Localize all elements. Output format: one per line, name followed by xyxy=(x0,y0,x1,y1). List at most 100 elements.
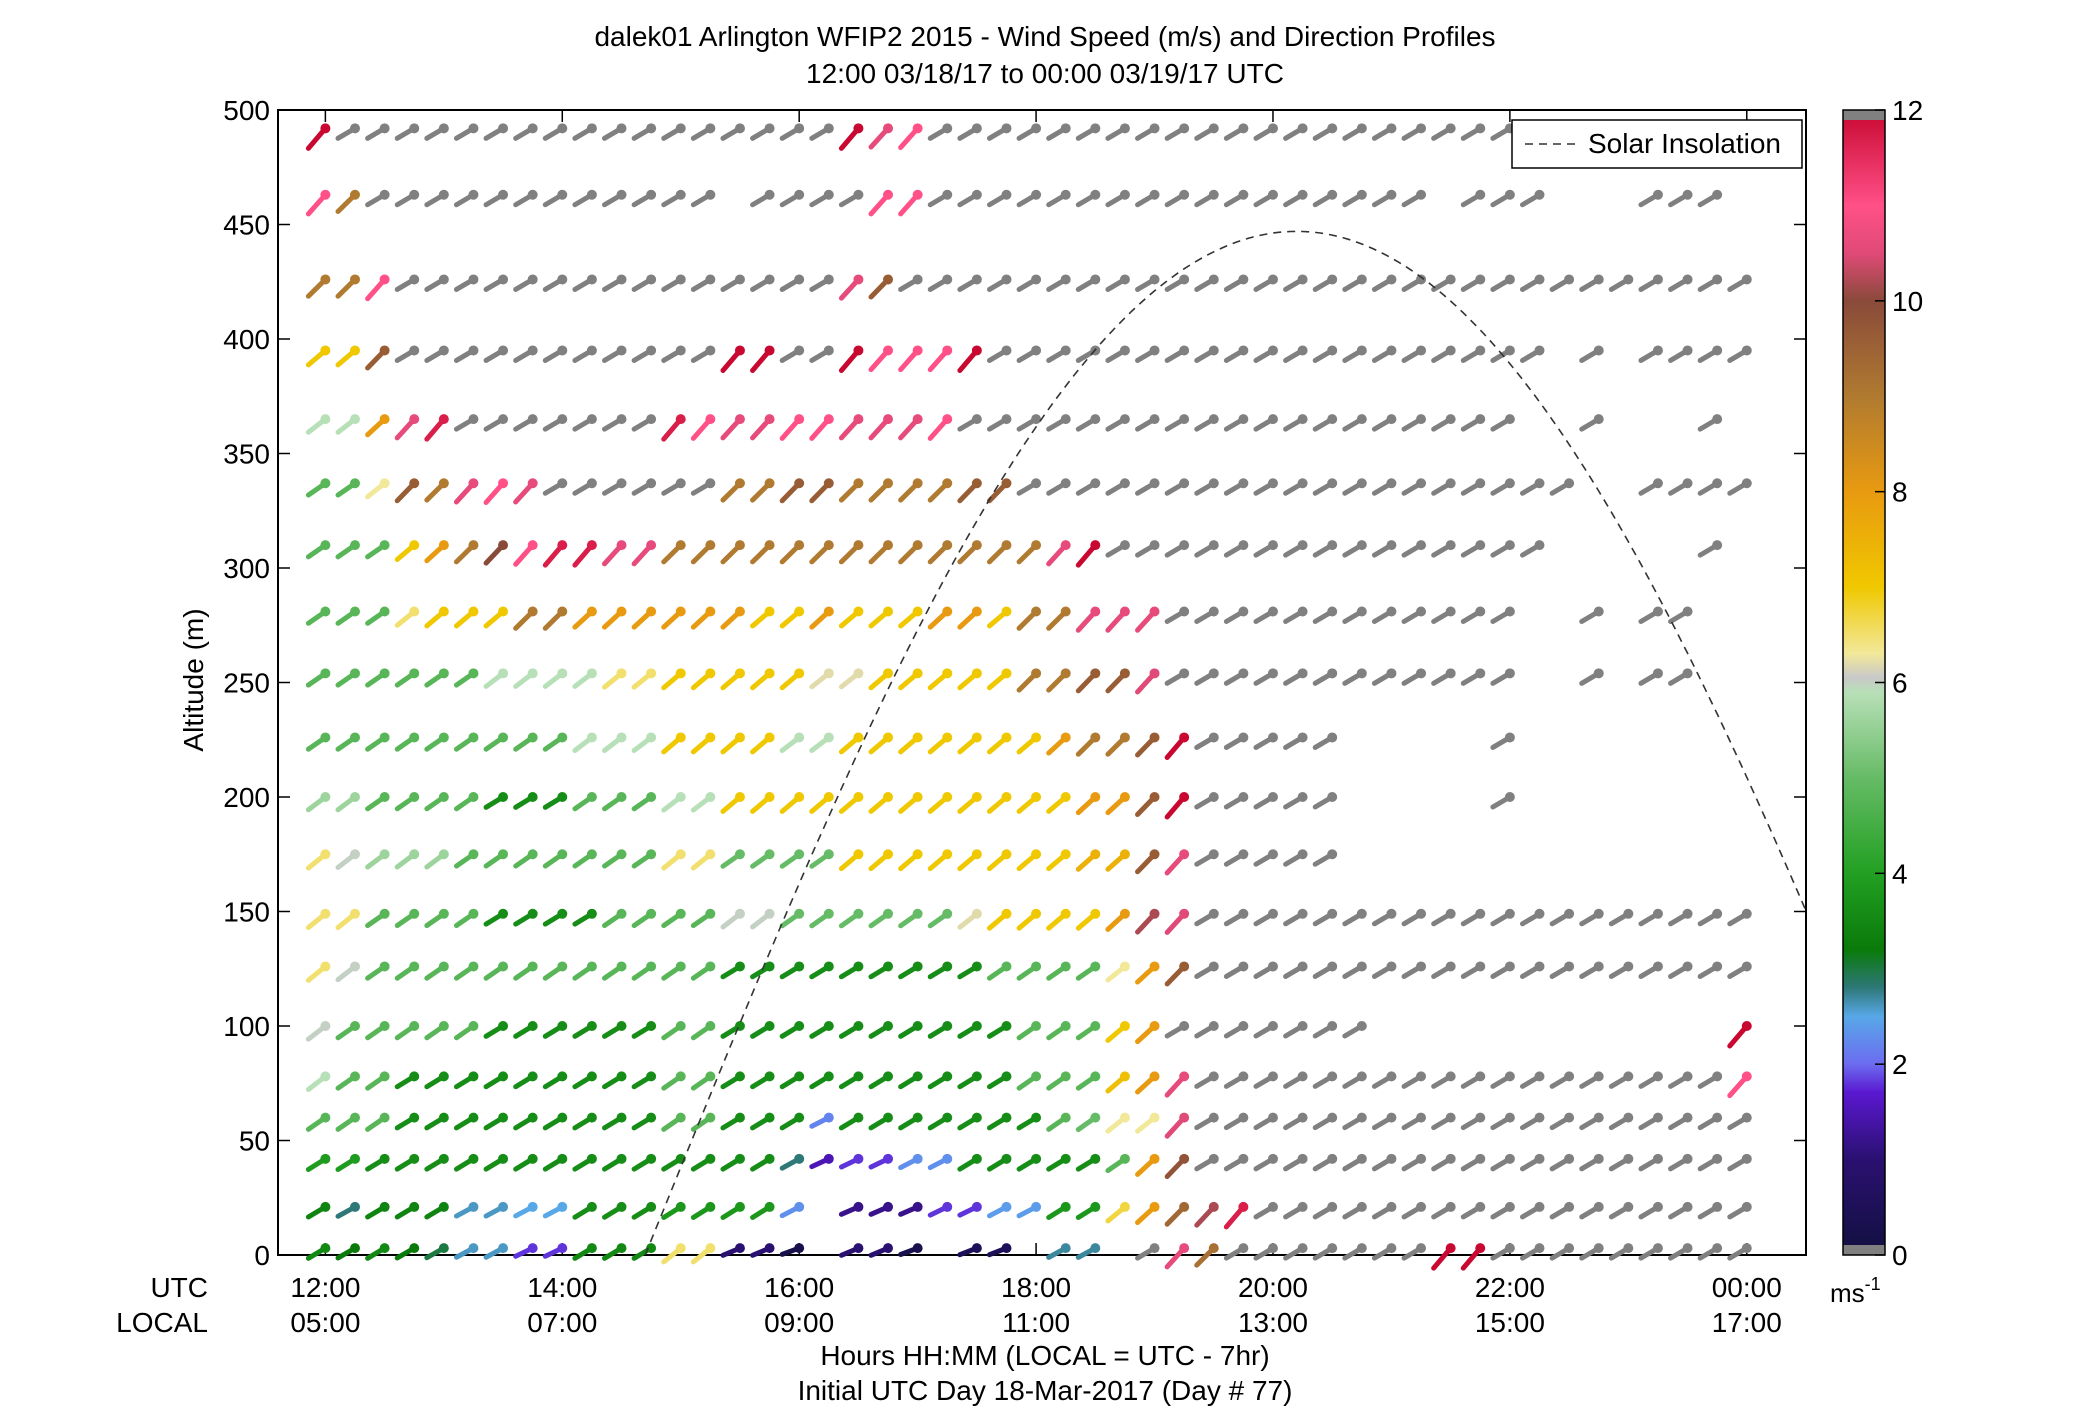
wind-barb xyxy=(1253,1071,1278,1089)
colorbar-tick-label: 10 xyxy=(1892,286,1923,317)
wind-barb xyxy=(542,849,568,869)
wind-barb xyxy=(424,849,449,870)
wind-barb-head xyxy=(794,1021,805,1031)
wind-barb-head xyxy=(616,478,627,489)
wind-barb xyxy=(957,606,982,630)
wind-barb xyxy=(1016,1112,1042,1131)
wind-barb-head xyxy=(912,1243,923,1254)
wind-barb-head xyxy=(349,1153,360,1164)
wind-barb-head xyxy=(527,1071,538,1082)
wind-barb-head xyxy=(883,345,894,356)
wind-barb-head xyxy=(883,792,894,802)
wind-barb-head xyxy=(1208,908,1219,919)
wind-barb-head xyxy=(675,189,686,200)
wind-barb-head xyxy=(1031,1021,1042,1031)
wind-barb xyxy=(394,849,420,870)
row-label-utc: UTC xyxy=(150,1272,208,1303)
wind-barb xyxy=(898,792,923,814)
wind-barb-head xyxy=(1119,668,1130,679)
wind-barb xyxy=(305,908,331,931)
wind-barb-head xyxy=(586,1021,597,1031)
wind-barb-head xyxy=(1208,961,1219,972)
wind-barb-head xyxy=(557,1153,568,1164)
y-tick-label: 200 xyxy=(223,782,270,813)
wind-barb xyxy=(986,123,1012,141)
wind-barb-head xyxy=(1712,189,1723,200)
wind-barb-head xyxy=(1534,908,1545,919)
wind-barb-head xyxy=(1475,540,1486,551)
wind-barb xyxy=(542,189,568,208)
wind-barb-head xyxy=(883,1021,894,1031)
wind-barb-head xyxy=(1386,1112,1397,1123)
wind-barb-head xyxy=(734,540,745,551)
wind-barb-head xyxy=(1119,1071,1130,1082)
wind-barb xyxy=(1342,414,1367,432)
wind-barb-head xyxy=(675,274,686,285)
wind-barb xyxy=(1460,478,1486,496)
wind-barb-head xyxy=(734,478,745,489)
wind-barb xyxy=(572,606,597,630)
wind-barb-head xyxy=(646,189,657,200)
wind-barb xyxy=(1016,668,1042,693)
x-axis-label-day: Initial UTC Day 18-Mar-2017 (Day # 77) xyxy=(798,1375,1293,1406)
wind-barb-head xyxy=(646,1021,657,1031)
wind-barb xyxy=(424,606,449,629)
wind-barb xyxy=(1135,606,1160,633)
wind-barb-head xyxy=(1652,1243,1663,1254)
wind-barb-head xyxy=(320,849,331,860)
wind-barb xyxy=(602,606,627,630)
wind-barb-head xyxy=(1297,792,1308,802)
wind-barb-head xyxy=(1504,606,1515,617)
wind-barb-head xyxy=(1060,849,1071,860)
wind-barb-head xyxy=(1001,540,1012,551)
wind-barb xyxy=(750,540,775,565)
wind-barb xyxy=(1223,606,1249,625)
wind-barb xyxy=(720,961,745,980)
wind-barb xyxy=(572,961,597,981)
wind-barb xyxy=(1283,123,1308,141)
wind-barb-head xyxy=(1416,478,1427,489)
wind-barb xyxy=(602,1021,627,1039)
wind-barb xyxy=(1519,478,1545,496)
wind-barb xyxy=(986,961,1012,981)
wind-barb-head xyxy=(1238,732,1249,743)
wind-barb-head xyxy=(1149,849,1160,860)
wind-barb xyxy=(1135,792,1160,818)
wind-barb-head xyxy=(883,1243,894,1254)
wind-barb xyxy=(1105,668,1130,694)
wind-barb xyxy=(690,478,716,496)
wind-barb-head xyxy=(438,1153,449,1164)
wind-barb-head xyxy=(823,1153,834,1164)
wind-barb-head xyxy=(1179,732,1190,743)
wind-barb xyxy=(1371,540,1397,558)
wind-barb-head xyxy=(1001,1201,1012,1212)
wind-barb xyxy=(1312,606,1338,625)
wind-barb xyxy=(1046,540,1071,567)
wind-barb xyxy=(1312,414,1338,432)
wind-barb-head xyxy=(675,478,686,489)
wind-barb xyxy=(690,345,716,363)
wind-barb xyxy=(779,1153,805,1171)
wind-barb xyxy=(779,1112,805,1131)
wind-barb xyxy=(1490,540,1515,558)
wind-barb-head xyxy=(1327,345,1338,356)
wind-barb-head xyxy=(1534,478,1545,489)
wind-barb xyxy=(898,961,923,980)
wind-barb-head xyxy=(912,668,923,679)
wind-barb-head xyxy=(853,123,864,134)
wind-barb xyxy=(750,1021,775,1039)
wind-barb xyxy=(1342,345,1367,363)
wind-barb-head xyxy=(586,414,597,425)
wind-barb xyxy=(335,961,360,983)
wind-barb xyxy=(661,961,686,981)
wind-barb-head xyxy=(823,908,834,919)
wind-barb-head xyxy=(1416,908,1427,919)
wind-barb-head xyxy=(705,606,716,617)
wind-barb-head xyxy=(1475,1243,1486,1254)
wind-barb-head xyxy=(1534,540,1545,551)
wind-barb-head xyxy=(498,274,509,285)
wind-barb xyxy=(394,540,420,562)
wind-barb-head xyxy=(557,1243,568,1254)
wind-barb xyxy=(927,606,953,630)
wind-barb xyxy=(1342,540,1367,558)
